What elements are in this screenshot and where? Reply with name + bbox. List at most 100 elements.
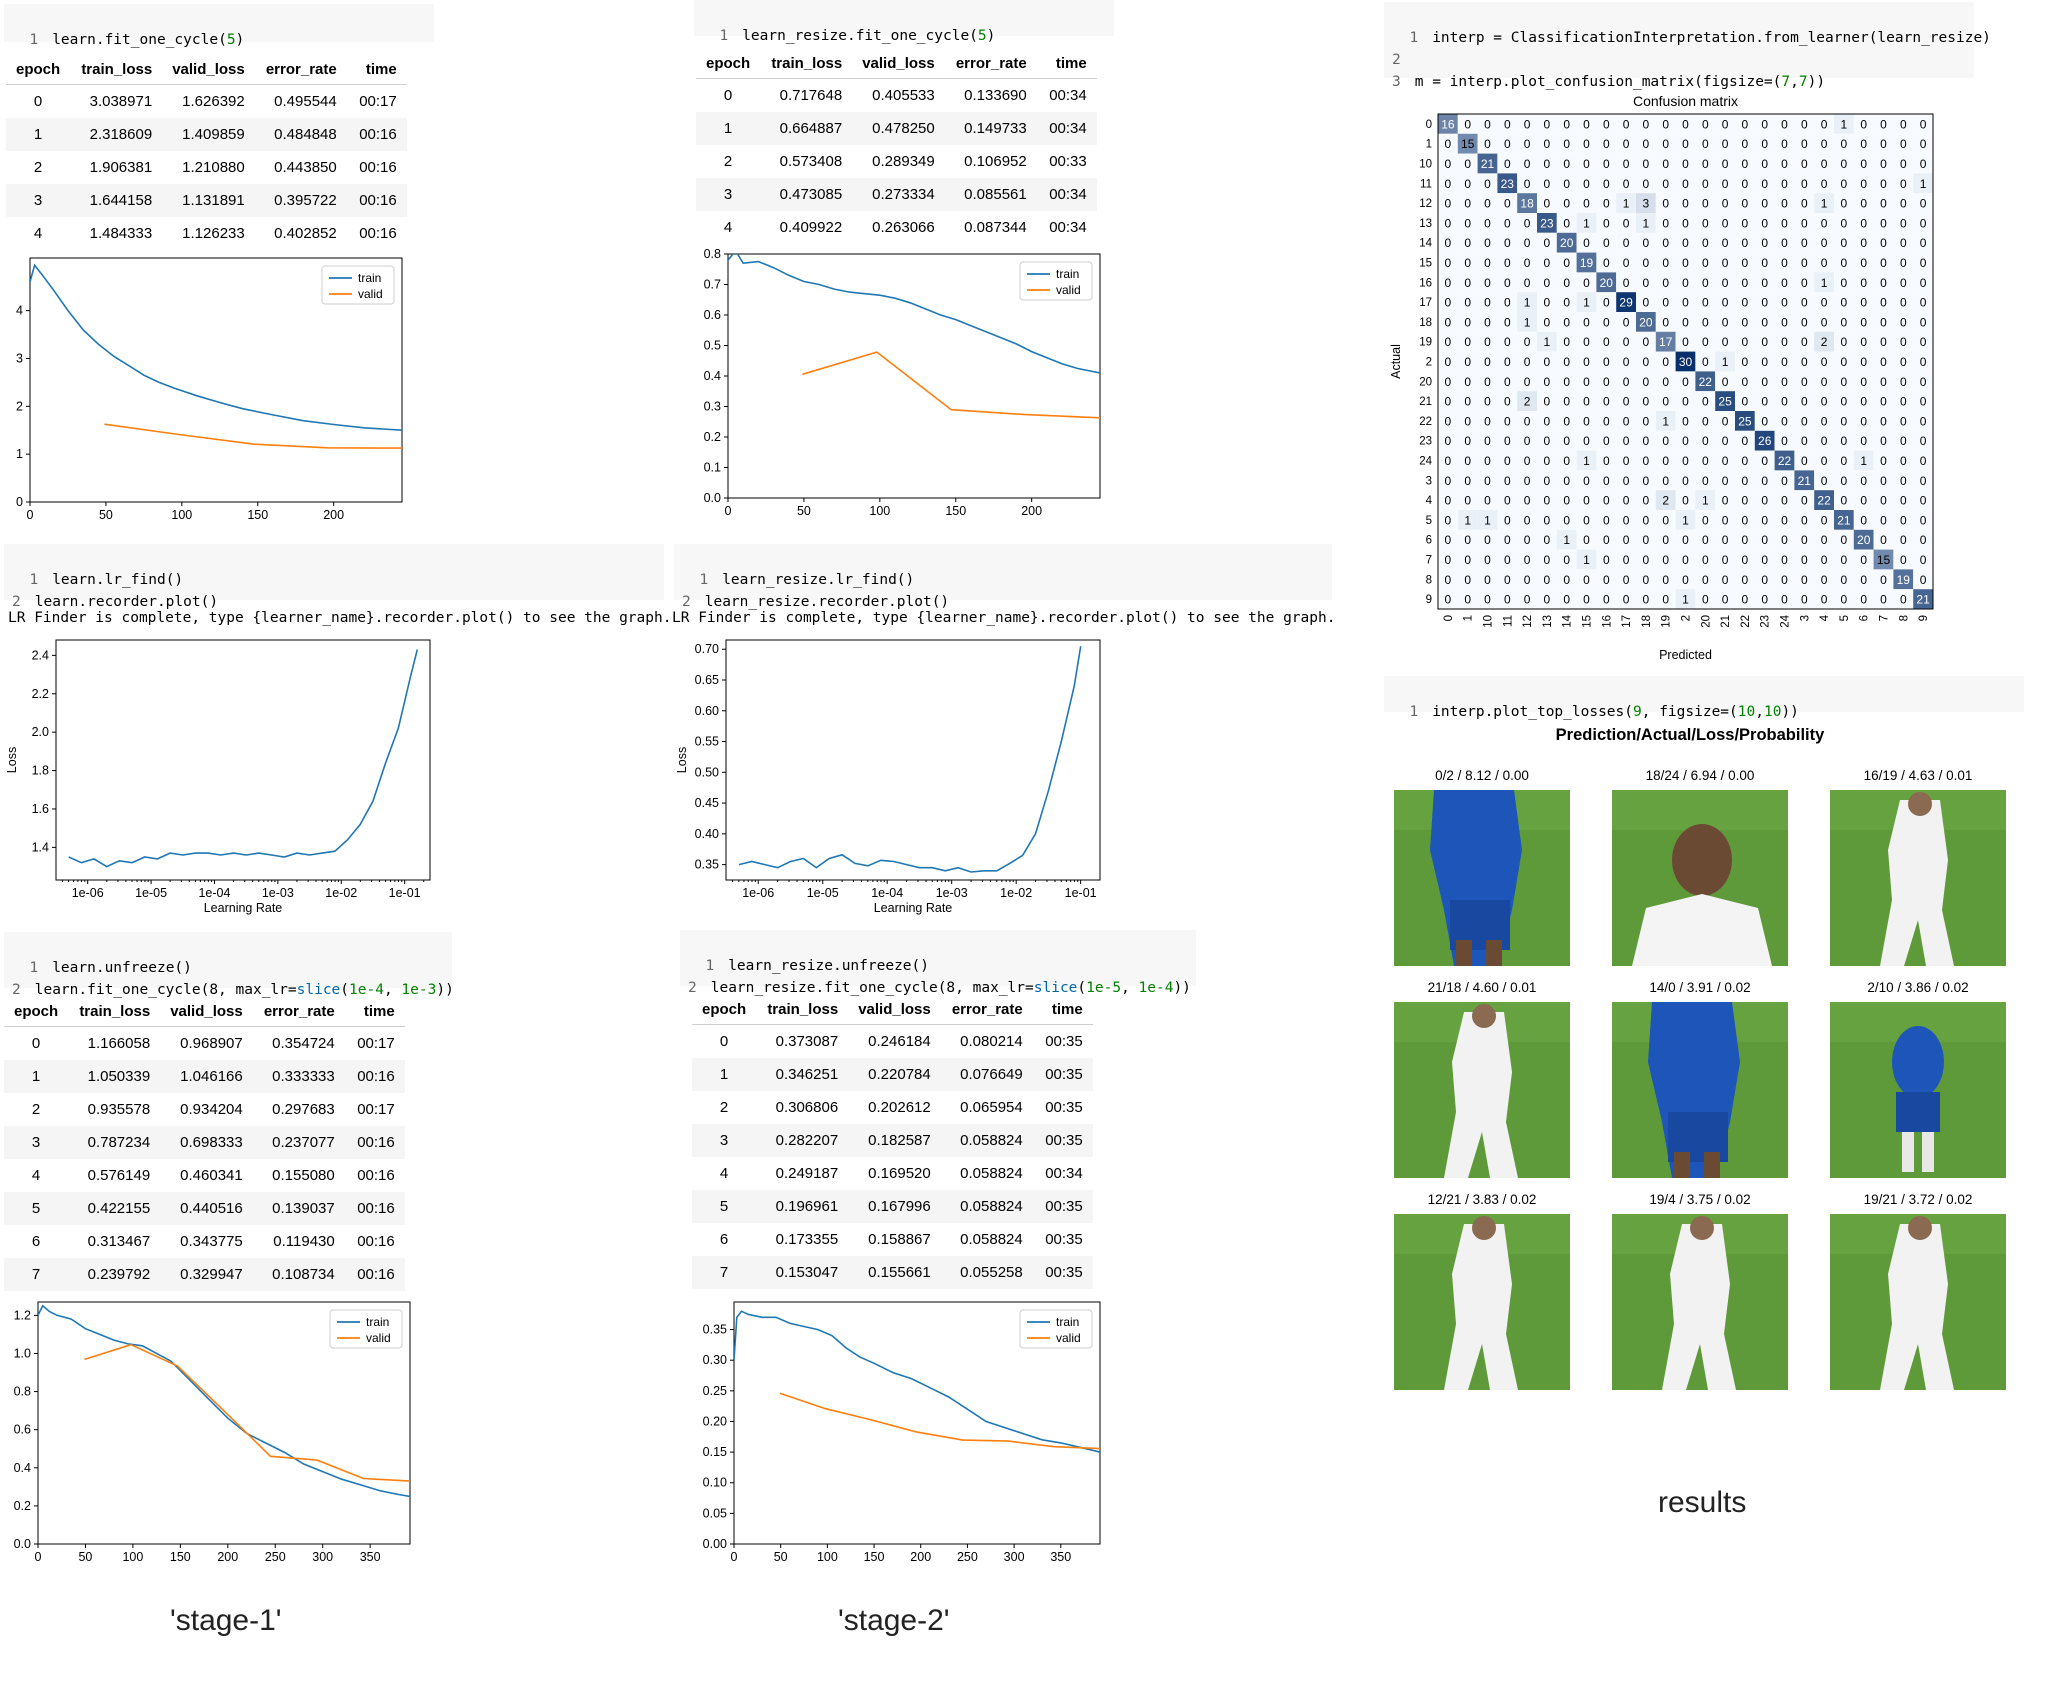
confusion-cell — [1655, 272, 1676, 293]
confusion-value: 0 — [1484, 593, 1491, 607]
confusion-cell — [1754, 430, 1775, 451]
stage1-fit-cell[interactable]: 1 learn.fit_one_cycle(5) — [4, 4, 434, 48]
confusion-value: 0 — [1464, 197, 1471, 211]
confusion-cell — [1636, 549, 1656, 570]
table-cell: 0.354724 — [272, 1035, 335, 1052]
confusion-cell — [1695, 450, 1716, 471]
stage2-lr-cell[interactable]: 1 learn_resize.lr_find() 2 learn_resize.… — [674, 544, 1332, 610]
code-text: )) — [1781, 704, 1799, 720]
confusion-value: 0 — [1722, 216, 1729, 230]
stage2-fit-cell[interactable]: 1 learn_resize.fit_one_cycle(5) — [694, 0, 1114, 44]
confusion-cell — [1794, 331, 1815, 352]
confusion-value: 0 — [1900, 355, 1907, 369]
player-leg — [1674, 1152, 1690, 1178]
confusion-cell — [1715, 331, 1735, 352]
confusion-cell — [1814, 232, 1834, 253]
confusion-row-label: 22 — [1419, 416, 1432, 428]
confusion-value: 0 — [1841, 533, 1848, 547]
confusion-value: 0 — [1623, 236, 1630, 250]
table-cell: 0.080214 — [960, 1033, 1023, 1050]
confusion-value: 0 — [1445, 454, 1452, 468]
player-head — [1908, 1216, 1932, 1240]
confusion-value: 0 — [1722, 573, 1729, 587]
confusion-value: 0 — [1583, 533, 1590, 547]
stage2-unfreeze-cell[interactable]: 1 learn_resize.unfreeze() 2 learn_resize… — [680, 930, 1196, 996]
confusion-value: 0 — [1742, 395, 1749, 409]
confusion-value: 0 — [1880, 276, 1887, 290]
confusion-row-label: 6 — [1426, 535, 1432, 547]
confusion-cell — [1834, 272, 1854, 293]
confusion-value: 0 — [1920, 157, 1927, 171]
y-axis-label: Loss — [5, 747, 19, 773]
table-cell: 00:35 — [1045, 1231, 1083, 1248]
legend-label: train — [366, 1315, 389, 1329]
confusion-cell — [1636, 411, 1656, 431]
confusion-cell — [1893, 411, 1914, 431]
top-losses-cell[interactable]: 1 interp.plot_top_losses(9, figsize=(10,… — [1384, 676, 2024, 720]
table-cell: 00:35 — [1032, 1124, 1093, 1157]
confusion-cell — [1517, 569, 1537, 590]
confusion-cell — [1814, 153, 1834, 174]
confusion-cell — [1913, 510, 1933, 530]
confusion-value: 0 — [1742, 276, 1749, 290]
confusion-value: 0 — [1841, 395, 1848, 409]
confusion-value: 0 — [1801, 494, 1808, 508]
confusion-cell — [1853, 450, 1874, 471]
confusion-cell — [1477, 114, 1498, 134]
confusion-cell — [1477, 213, 1498, 233]
confusion-cell — [1655, 351, 1676, 372]
confusion-cell — [1853, 153, 1874, 174]
x-tick-label: 150 — [247, 508, 268, 522]
confusion-cell — [1457, 213, 1478, 233]
confusion-cell — [1655, 470, 1676, 491]
confusion-value: 0 — [1563, 216, 1570, 230]
confusion-value: 0 — [1524, 474, 1531, 488]
confusion-value: 0 — [1920, 335, 1927, 349]
confusion-value: 0 — [1524, 117, 1531, 131]
confusion-value: 0 — [1742, 177, 1749, 191]
confusion-value: 0 — [1504, 355, 1511, 369]
confusion-cell — [1537, 331, 1557, 352]
confusion-value: 0 — [1920, 236, 1927, 250]
confusion-cell — [1794, 153, 1815, 174]
confusion-cell — [1814, 371, 1834, 392]
confusion-cell — [1814, 272, 1834, 293]
player-head — [1472, 1004, 1496, 1028]
confusion-cell — [1873, 173, 1894, 194]
stage1-unfreeze-cell[interactable]: 1 learn.unfreeze() 2 learn.fit_one_cycle… — [4, 932, 454, 998]
confusion-cell — [1834, 312, 1854, 332]
confusion-cell — [1695, 331, 1716, 352]
confusion-cell — [1715, 490, 1735, 510]
stage1-lr-cell[interactable]: 1 learn.lr_find() 2 learn.recorder.plot(… — [4, 544, 664, 610]
confusion-value: 23 — [1540, 216, 1554, 230]
x-tick-label: 1e-05 — [135, 886, 167, 900]
confusion-cell — [1616, 193, 1636, 213]
confusion-value: 0 — [1860, 355, 1867, 369]
confusion-value: 0 — [1524, 414, 1531, 428]
confusion-value: 0 — [1821, 177, 1828, 191]
interp-cell[interactable]: 1 interp = ClassificationInterpretation.… — [1384, 2, 1991, 90]
confusion-value: 0 — [1781, 296, 1788, 310]
confusion-value: 0 — [1623, 256, 1630, 270]
confusion-value: 0 — [1544, 157, 1551, 171]
confusion-value: 0 — [1801, 355, 1808, 369]
confusion-cell — [1794, 529, 1815, 550]
confusion-value: 0 — [1821, 296, 1828, 310]
confusion-value: 0 — [1702, 197, 1709, 211]
confusion-cell — [1655, 153, 1676, 174]
table-cell: 6 — [31, 1233, 41, 1250]
confusion-value: 0 — [1900, 395, 1907, 409]
confusion-cell — [1655, 430, 1676, 451]
table-cell: 0 — [719, 1033, 729, 1050]
confusion-value: 0 — [1801, 315, 1808, 329]
confusion-cell — [1735, 272, 1755, 293]
confusion-cell — [1655, 232, 1676, 253]
confusion-value: 0 — [1761, 395, 1768, 409]
confusion-value: 0 — [1623, 494, 1630, 508]
confusion-value: 0 — [1662, 533, 1669, 547]
confusion-value: 0 — [1860, 296, 1867, 310]
confusion-value: 0 — [1900, 513, 1907, 527]
confusion-value: 0 — [1464, 533, 1471, 547]
x-tick-label: 250 — [265, 1550, 286, 1564]
